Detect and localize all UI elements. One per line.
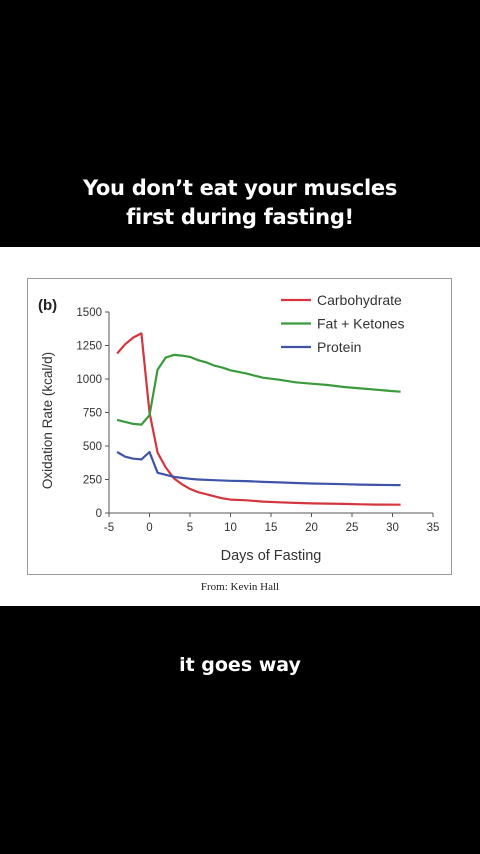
y-tick-label: 0	[96, 508, 102, 520]
series-line-fat-ketones	[116, 353, 401, 426]
series-line-carbohydrate	[116, 332, 401, 506]
headline-line-1: You don’t eat your muscles	[82, 176, 398, 200]
legend-label: Protein	[317, 339, 361, 355]
series-line-protein	[116, 450, 401, 487]
y-tick-label: 1250	[76, 341, 102, 353]
y-axis-label: Oxidation Rate (kcal/d)	[40, 352, 55, 489]
x-tick-label: 10	[224, 522, 237, 534]
chart-frame: (b) 0 250 500 750 1000 1250 1500 -5 0 5 10 15 20 25 30 3…	[27, 278, 452, 575]
x-tick-label: 15	[265, 522, 278, 534]
x-tick-label: 5	[187, 522, 193, 534]
x-tick-label: 30	[386, 522, 399, 534]
x-tick-label: 25	[346, 522, 359, 534]
y-tick-label: 250	[83, 475, 102, 487]
x-tick-label: -5	[104, 522, 114, 534]
y-tick-label: 1500	[76, 307, 102, 319]
panel-label: (b)	[38, 297, 57, 314]
x-tick-label: 35	[427, 522, 440, 534]
headline: You don’t eat your muscles first during …	[0, 174, 480, 232]
headline-line-2: first during fasting!	[126, 205, 354, 229]
y-tick-label: 750	[83, 408, 102, 420]
legend-label: Carbohydrate	[317, 292, 402, 308]
y-tick-label: 500	[83, 441, 102, 453]
video-caption: it goes way	[179, 654, 301, 676]
y-tick-label: 1000	[76, 374, 102, 386]
x-axis-label: Days of Fasting	[221, 548, 322, 564]
figure-credit: From: Kevin Hall	[200, 581, 280, 593]
x-tick-label: 20	[305, 522, 318, 534]
x-tick-label: 0	[146, 522, 152, 534]
figure-panel: (b) 0 250 500 750 1000 1250 1500 -5 0 5 10 15 20 25 30 3…	[0, 247, 480, 606]
legend-label: Fat + Ketones	[317, 316, 405, 332]
